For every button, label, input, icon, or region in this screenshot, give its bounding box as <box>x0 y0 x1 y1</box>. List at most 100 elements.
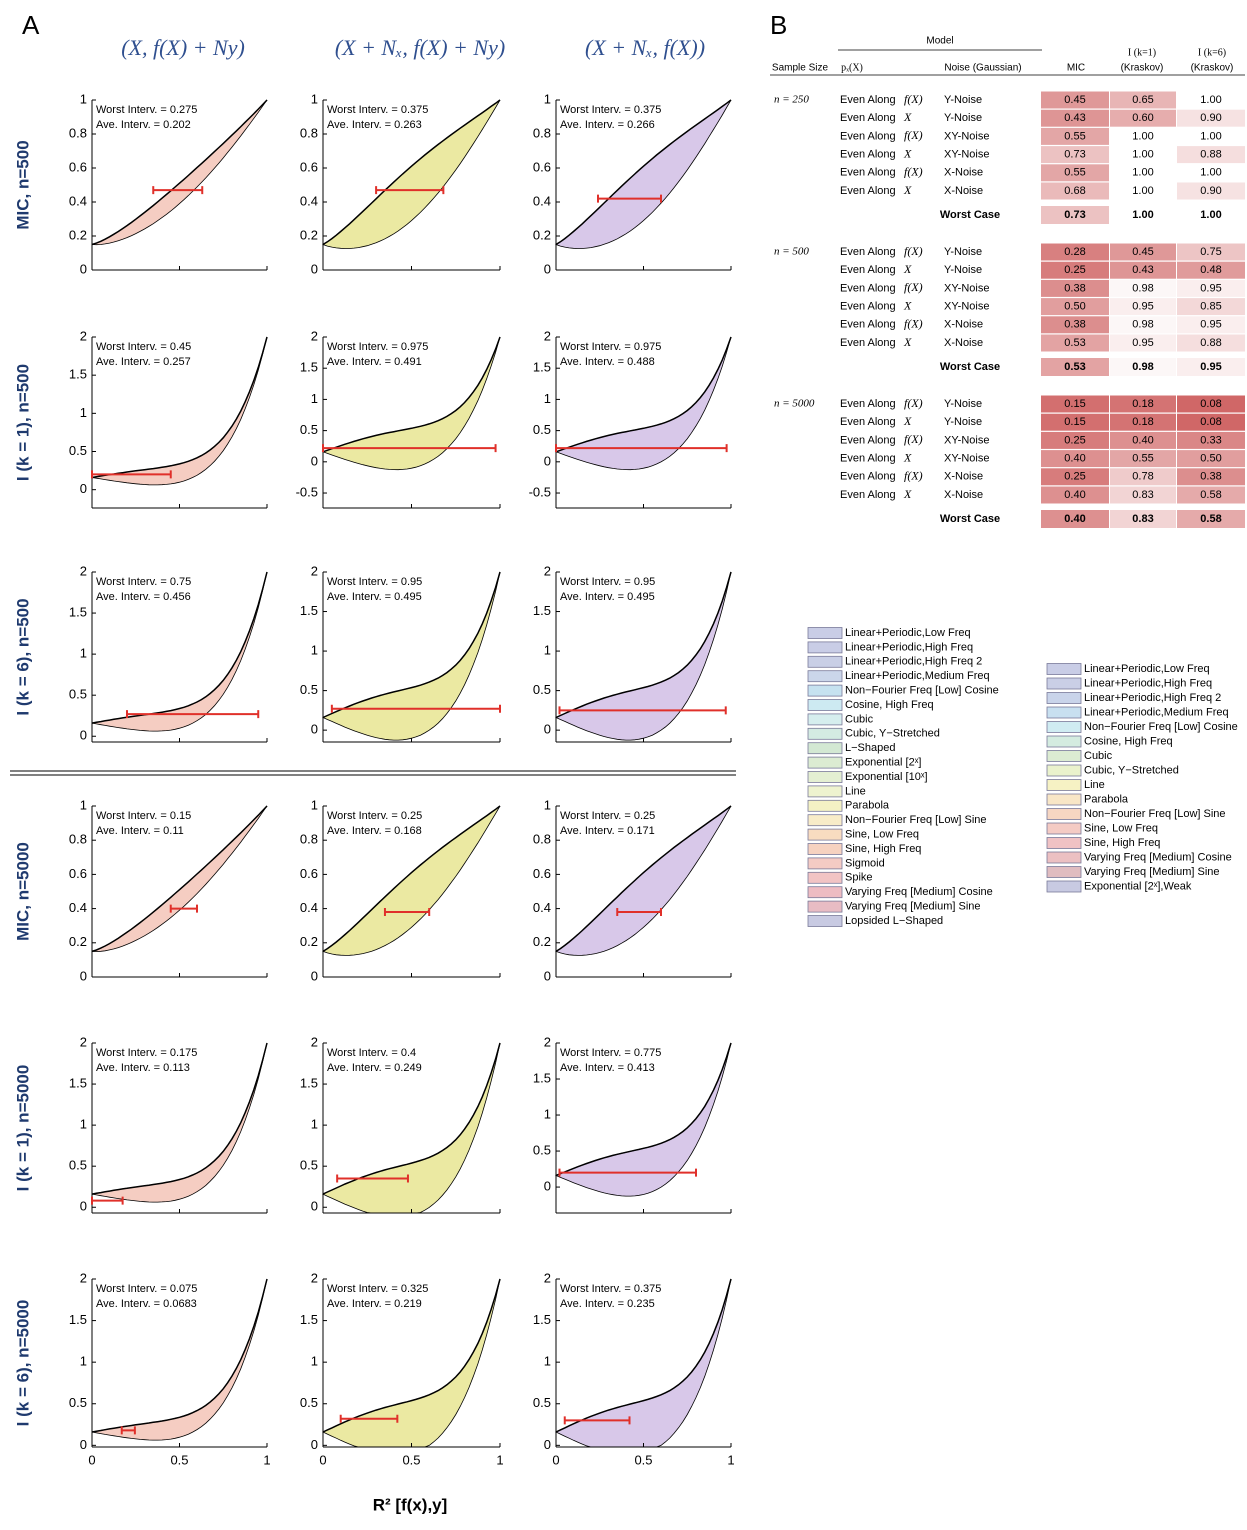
legend-label: Linear+Periodic,Low Freq <box>1084 663 1210 675</box>
legend-swatch <box>807 915 843 927</box>
legend-label: Linear+Periodic,Medium Freq <box>1084 706 1229 718</box>
legend-label: Non−Fourier Freq [Low] Sine <box>845 814 987 826</box>
y-tick-label: 0 <box>544 261 551 276</box>
interval <box>558 706 727 715</box>
table-header: (Kraskov) <box>1121 63 1164 74</box>
cell: Even Along <box>840 246 896 258</box>
legend-label: Linear+Periodic,Low Freq <box>845 627 971 639</box>
annotation: Worst Interv. = 0.375 <box>327 104 428 116</box>
y-tick-label: 0.4 <box>300 193 318 208</box>
cell: 0.90 <box>1200 185 1221 197</box>
y-tick-label: 0.6 <box>69 866 87 881</box>
cell: 0.83 <box>1132 513 1153 525</box>
legend-label: Parabola <box>1084 793 1129 805</box>
cell: 0.43 <box>1064 112 1085 124</box>
curve <box>91 1042 268 1195</box>
curve <box>555 805 732 953</box>
legend-swatch <box>807 771 843 783</box>
interval <box>336 1174 409 1183</box>
cell: 0.18 <box>1132 416 1153 428</box>
cell-bg <box>1041 91 1109 109</box>
cell: X <box>903 146 912 160</box>
interval <box>616 908 662 917</box>
cell-bg <box>1177 261 1245 279</box>
interval <box>91 470 172 479</box>
table-header: I (k=6) <box>1198 47 1226 58</box>
cell: f(X) <box>904 469 923 483</box>
legend-label: Sine, Low Freq <box>1084 822 1158 834</box>
cell: Even Along <box>840 337 896 349</box>
y-tick-label: 0.6 <box>69 159 87 174</box>
cell-bg <box>1177 279 1245 297</box>
table-header: Sample Size <box>772 63 829 74</box>
y-tick-label: 0.8 <box>300 125 318 140</box>
cell: 0.38 <box>1200 471 1221 483</box>
cell: Even Along <box>840 319 896 331</box>
cell-bg <box>1041 279 1109 297</box>
cell: 0.38 <box>1064 282 1085 294</box>
cell: 0.28 <box>1064 246 1085 258</box>
legend-label: Non−Fourier Freq [Low] Sine <box>1084 808 1226 820</box>
legend-label: Cosine, High Freq <box>1084 735 1173 747</box>
legend-swatch <box>1046 750 1082 762</box>
table-header: pₓ(X) <box>841 62 863 73</box>
y-tick-label: 0.5 <box>300 682 318 697</box>
legend-swatch <box>1046 663 1082 675</box>
cell-bg <box>1041 468 1109 486</box>
cell-bg <box>1041 243 1109 261</box>
cell-bg <box>1110 261 1176 279</box>
cell: 0.95 <box>1132 337 1153 349</box>
cell-bg <box>1041 486 1109 504</box>
table-header: Model <box>926 36 953 47</box>
curve <box>322 1042 501 1195</box>
interval <box>126 710 260 719</box>
cell-bg <box>1177 450 1245 468</box>
cell-bg <box>1041 298 1109 316</box>
cell: Y-Noise <box>944 94 982 106</box>
y-tick-label: 0.6 <box>533 866 551 881</box>
y-tick-label: 2 <box>80 563 87 578</box>
interval <box>91 1196 124 1205</box>
cell: f(X) <box>904 165 923 179</box>
y-tick-label: 0.4 <box>533 193 551 208</box>
cell: 0.40 <box>1064 489 1085 501</box>
legend-label: Linear+Periodic,High Freq <box>1084 677 1212 689</box>
cell: 1.00 <box>1132 149 1153 161</box>
annotation: Ave. Interv. = 0.219 <box>327 1298 422 1310</box>
legend-swatch <box>1046 706 1082 719</box>
cell-bg <box>1041 334 1109 352</box>
legend-swatch <box>1046 866 1082 878</box>
cell: 0.08 <box>1200 398 1221 410</box>
y-tick-label: 0 <box>544 453 551 468</box>
y-tick-label: 0.4 <box>69 193 87 208</box>
x-axis-label: R² [f(x),y] <box>373 1495 448 1514</box>
legend-swatch <box>1046 735 1082 748</box>
cell: 0.58 <box>1200 513 1221 525</box>
cell: 0.25 <box>1064 264 1085 276</box>
annotation: Worst Interv. = 0.075 <box>96 1283 197 1295</box>
interval <box>563 1416 631 1425</box>
x-tick-label: 1 <box>496 1452 503 1467</box>
y-tick-label: 0.5 <box>69 1395 87 1410</box>
annotation: Ave. Interv. = 0.495 <box>327 591 422 603</box>
y-tick-label: 1 <box>80 1117 87 1132</box>
cell: 0.65 <box>1132 94 1153 106</box>
y-tick-label: 0 <box>544 722 551 737</box>
cell-bg <box>1177 431 1245 449</box>
y-tick-label: 0.5 <box>533 1142 551 1157</box>
legend-swatch <box>1046 692 1082 704</box>
interval-bar <box>375 186 445 195</box>
curve <box>555 1042 732 1177</box>
legend-label: Sine, High Freq <box>845 843 921 855</box>
annotation: Worst Interv. = 0.325 <box>327 1283 428 1295</box>
row-label: I (k = 6), n=5000 <box>13 1300 32 1427</box>
legend-label: Varying Freq [Medium] Cosine <box>845 886 993 898</box>
annotation: Worst Interv. = 0.25 <box>327 810 422 822</box>
y-tick-label: 0 <box>80 1437 87 1452</box>
x-tick-label: 0 <box>319 1452 326 1467</box>
curve <box>322 805 501 953</box>
y-tick-label: 1.5 <box>69 367 87 382</box>
curve <box>322 99 501 246</box>
y-tick-label: 0.8 <box>69 832 87 847</box>
